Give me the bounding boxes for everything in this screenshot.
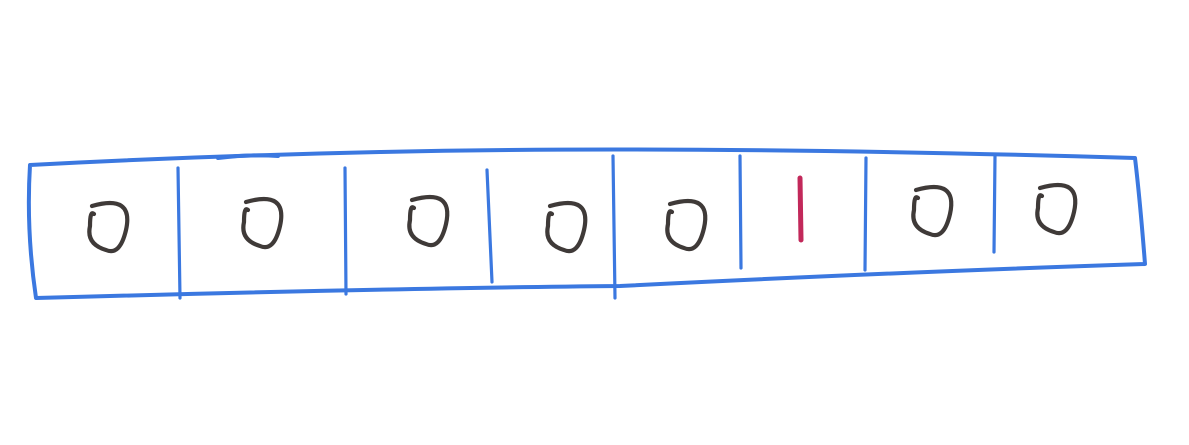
- array-cell: [911, 184, 954, 238]
- digit-zero: [87, 200, 130, 254]
- array-cell: [407, 194, 450, 248]
- array-cell: [797, 175, 804, 243]
- digit-zero: [545, 200, 588, 254]
- array-cell: [545, 200, 588, 254]
- digit-zero: [241, 196, 284, 250]
- digit-zero: [665, 198, 708, 252]
- array-outline: [26, 147, 1147, 300]
- array-cells: [87, 175, 1078, 254]
- digit-zero: [911, 184, 954, 238]
- outline-stroke-mark: [216, 153, 280, 160]
- cell-divider: [738, 154, 743, 270]
- array-cell: [1035, 182, 1078, 236]
- cell-divider: [485, 168, 494, 284]
- cell-divider: [611, 154, 617, 300]
- cell-divider: [343, 166, 348, 296]
- digit-zero: [407, 194, 450, 248]
- cell-divider: [992, 154, 997, 254]
- array-cell: [241, 196, 284, 250]
- array-cell: [665, 198, 708, 252]
- cell-divider: [863, 156, 868, 272]
- cell-divider: [176, 166, 182, 300]
- array-frame: [26, 147, 1147, 300]
- array-cell: [87, 200, 130, 254]
- digit-zero: [1035, 182, 1078, 236]
- digit-one: [797, 175, 804, 243]
